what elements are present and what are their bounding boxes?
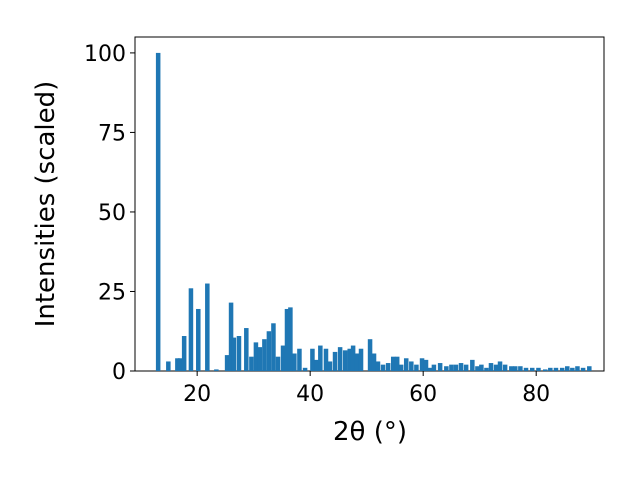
bar	[284, 308, 290, 371]
bar	[205, 283, 210, 371]
bar	[453, 364, 459, 371]
bar	[224, 355, 230, 371]
x-tick-label: 40	[296, 382, 324, 407]
bar	[449, 364, 454, 371]
x-axis-label: 2θ (°)	[333, 417, 407, 447]
bar	[354, 353, 360, 371]
bar	[475, 366, 480, 371]
bar	[314, 359, 319, 371]
bar	[463, 364, 469, 371]
bar	[380, 364, 386, 371]
bar	[390, 356, 396, 371]
bar	[177, 358, 183, 371]
bar	[302, 367, 308, 371]
bar	[394, 356, 400, 371]
bar	[559, 367, 565, 371]
bar	[403, 358, 409, 371]
bar	[249, 356, 254, 371]
bar	[257, 347, 263, 371]
bar	[479, 364, 484, 371]
y-tick-label: 100	[84, 42, 126, 67]
y-tick-label: 50	[98, 201, 126, 226]
bar	[236, 336, 242, 371]
bar	[347, 348, 352, 371]
bar	[297, 348, 302, 371]
bar	[493, 364, 499, 371]
bar	[553, 367, 559, 371]
y-axis-label: Intensities (scaled)	[31, 81, 61, 328]
bar	[431, 364, 437, 371]
bar	[375, 361, 381, 371]
bar	[423, 359, 429, 371]
bar	[292, 353, 297, 371]
bar	[523, 367, 529, 371]
bar	[155, 52, 161, 372]
bar	[427, 367, 433, 371]
bar	[398, 364, 404, 371]
bar	[518, 366, 523, 371]
bar	[327, 361, 333, 371]
y-tick-label: 0	[112, 360, 126, 385]
bar	[342, 350, 348, 371]
bar	[529, 367, 535, 371]
bar	[271, 323, 276, 371]
bar	[414, 364, 419, 371]
bar	[253, 342, 259, 371]
bar	[228, 302, 234, 371]
bar	[266, 331, 272, 371]
bar	[497, 361, 503, 371]
bar	[288, 307, 293, 371]
bar	[280, 345, 286, 371]
bar	[332, 351, 338, 371]
bar	[385, 363, 391, 371]
bar	[175, 358, 180, 371]
bar	[542, 369, 548, 371]
bar	[575, 366, 580, 371]
bar	[181, 336, 187, 371]
y-tick-label: 25	[98, 280, 126, 305]
bar	[419, 358, 425, 371]
y-tick-label: 75	[98, 121, 126, 146]
bar	[444, 366, 449, 371]
bar	[310, 348, 315, 371]
bar	[188, 288, 194, 371]
bar	[350, 345, 356, 371]
x-tick-label: 80	[522, 382, 550, 407]
bar	[437, 363, 443, 371]
bar	[196, 308, 201, 371]
bar	[275, 356, 281, 371]
bar	[470, 359, 475, 371]
bar	[502, 364, 508, 371]
bar	[166, 361, 171, 371]
bar	[484, 367, 489, 371]
x-tick-label: 20	[183, 382, 211, 407]
bar	[214, 369, 219, 371]
bar	[570, 367, 575, 371]
bar	[409, 361, 414, 371]
bar	[371, 353, 377, 371]
bar	[548, 367, 553, 371]
bar	[323, 348, 329, 371]
bar	[337, 347, 343, 371]
x-tick-label: 60	[409, 382, 437, 407]
bar	[587, 366, 592, 371]
bar	[458, 363, 464, 371]
bar	[262, 339, 267, 371]
bar	[565, 366, 570, 371]
bar	[536, 367, 541, 371]
bar	[488, 363, 494, 371]
bar	[318, 345, 323, 371]
bar	[513, 366, 518, 371]
bar	[509, 366, 514, 371]
bar	[367, 339, 373, 371]
bar	[580, 367, 586, 371]
bar	[358, 348, 364, 371]
bar	[231, 337, 237, 371]
bar	[244, 328, 249, 371]
